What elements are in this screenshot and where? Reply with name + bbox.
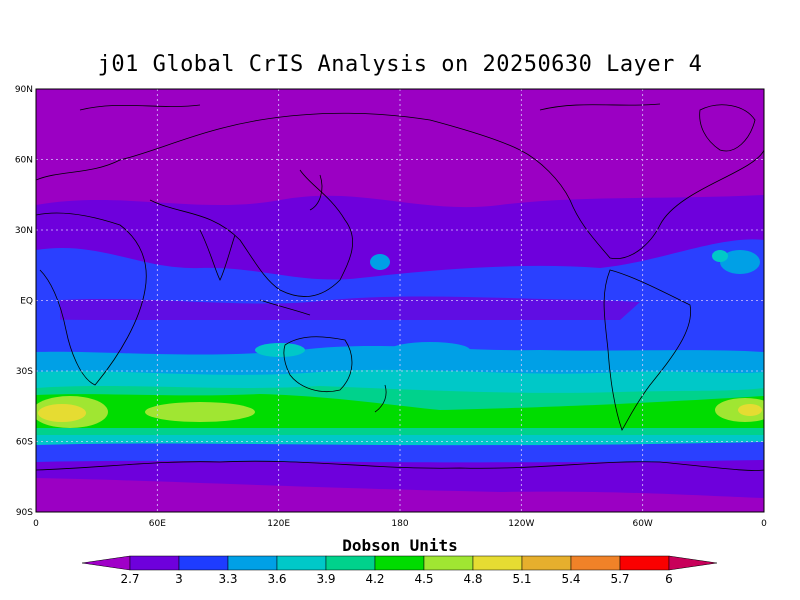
coastlines <box>36 103 764 471</box>
colorbar: 2.7 3 3.3 3.6 3.9 4.2 4.5 4.8 5.1 5.4 5.7 6 <box>81 555 718 586</box>
map-title: j01 Global CrIS Analysis on 20250630 Lay… <box>97 52 703 77</box>
lat-axis: 90N 60N 30N EQ 30S 60S 90S <box>15 85 33 518</box>
map-frame <box>35 88 765 513</box>
colorbar-tick-label: 5.4 <box>561 572 580 586</box>
colorbar-tick-label: 3.9 <box>316 572 335 586</box>
lon-tick-label: 60W <box>632 519 652 529</box>
colorbar-segment <box>374 555 425 571</box>
colorbar-tick-label: 3.6 <box>267 572 286 586</box>
ozone-field <box>36 89 764 512</box>
colorbar-tick-label: 3 <box>175 572 183 586</box>
lon-tick-label: 0 <box>761 519 767 529</box>
colorbar-segment <box>227 555 278 571</box>
lat-tick-label: 30N <box>15 226 33 236</box>
lat-tick-label: 60N <box>15 156 33 166</box>
colorbar-segment <box>129 555 180 571</box>
colorbar-tick-label: 4.2 <box>365 572 384 586</box>
colorbar-segment <box>325 555 376 571</box>
colorbar-tick-label: 4.5 <box>414 572 433 586</box>
colorbar-segment <box>570 555 621 571</box>
colorbar-tick-label: 2.7 <box>120 572 139 586</box>
colorbar-tick-label: 5.1 <box>512 572 531 586</box>
lat-tick-label: 30S <box>16 367 33 377</box>
lon-tick-label: 120W <box>508 519 534 529</box>
lon-axis: 0 60E 120E 180 120W 60W 0 <box>33 519 767 529</box>
colorbar-min-arrow <box>81 555 131 571</box>
colorbar-tick-label: 3.3 <box>218 572 237 586</box>
lat-tick-label: 90S <box>16 508 33 518</box>
colorbar-max-arrow <box>668 555 718 571</box>
grid <box>36 89 764 512</box>
colorbar-tick-label: 4.8 <box>463 572 482 586</box>
lat-tick-label: EQ <box>20 297 33 307</box>
colorbar-segment <box>276 555 327 571</box>
lon-tick-label: 180 <box>391 519 408 529</box>
lat-tick-label: 90N <box>15 85 33 95</box>
colorbar-segment <box>521 555 572 571</box>
colorbar-segment <box>472 555 523 571</box>
lon-tick-label: 0 <box>33 519 39 529</box>
colorbar-segment <box>619 555 670 571</box>
colorbar-title: Dobson Units <box>342 536 458 555</box>
colorbar-tick-label: 6 <box>665 572 673 586</box>
colorbar-segment <box>178 555 229 571</box>
colorbar-tick-label: 5.7 <box>610 572 629 586</box>
colorbar-segment <box>423 555 474 571</box>
lon-tick-label: 60E <box>149 519 166 529</box>
lat-tick-label: 60S <box>16 438 33 448</box>
lon-tick-label: 120E <box>267 519 290 529</box>
